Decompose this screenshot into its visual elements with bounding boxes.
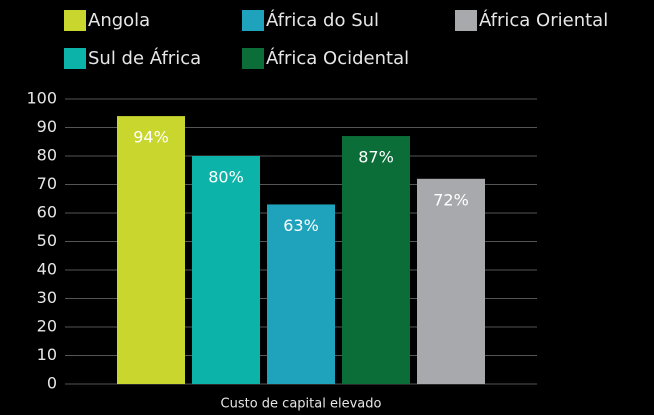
y-tick-label: 40 bbox=[37, 260, 57, 279]
legend-swatch bbox=[455, 10, 477, 31]
y-tick-label: 70 bbox=[37, 174, 57, 193]
y-tick-label: 90 bbox=[37, 117, 57, 136]
bar bbox=[267, 204, 335, 384]
legend-label: África Oriental bbox=[479, 9, 608, 31]
x-tick-label: Custo de capital elevado bbox=[221, 397, 382, 412]
legend-label: Sul de África bbox=[88, 47, 201, 69]
data-label: 94% bbox=[133, 128, 169, 147]
y-tick-label: 50 bbox=[37, 231, 57, 250]
bar bbox=[192, 156, 260, 384]
legend-swatch bbox=[242, 48, 264, 69]
y-tick-label: 0 bbox=[47, 374, 57, 393]
legend-label: Angola bbox=[88, 10, 150, 31]
y-tick-label: 60 bbox=[37, 203, 57, 222]
legend-swatch bbox=[64, 48, 86, 69]
legend-swatch bbox=[242, 10, 264, 31]
data-label: 87% bbox=[358, 148, 394, 167]
y-tick-label: 80 bbox=[37, 146, 57, 165]
legend-swatch bbox=[64, 10, 86, 31]
y-tick-label: 10 bbox=[37, 345, 57, 364]
bar bbox=[117, 116, 185, 384]
data-label: 80% bbox=[208, 168, 244, 187]
y-tick-label: 100 bbox=[26, 89, 57, 108]
legend-label: África do Sul bbox=[266, 9, 379, 31]
data-label: 72% bbox=[433, 190, 469, 209]
y-tick-label: 20 bbox=[37, 317, 57, 336]
y-tick-label: 30 bbox=[37, 288, 57, 307]
legend-label: África Ocidental bbox=[266, 47, 409, 69]
data-label: 63% bbox=[283, 216, 319, 235]
bar bbox=[342, 136, 410, 384]
bar bbox=[417, 178, 485, 384]
